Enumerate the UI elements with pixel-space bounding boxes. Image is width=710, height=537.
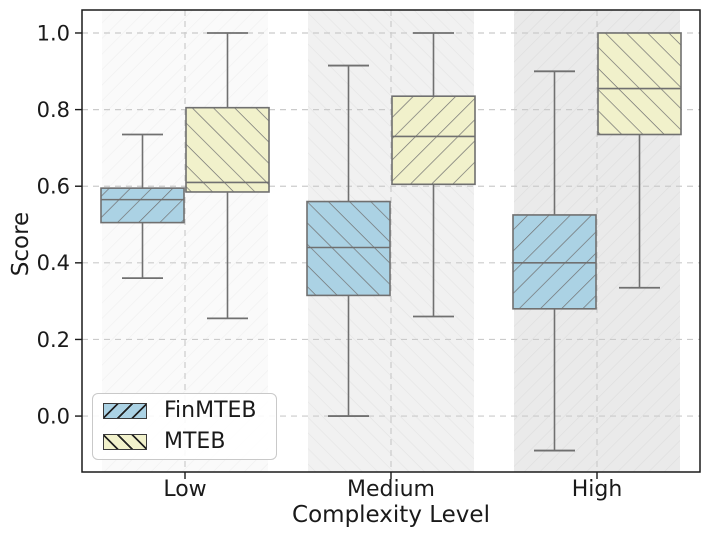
box-finmteb-high [512,70,597,452]
box-mteb-medium [391,32,476,318]
legend-item-mteb: MTEB [103,431,276,453]
finmteb-swatch-icon [103,403,147,419]
series-finmteb [100,64,597,452]
y-tick-label: 1.0 [37,21,70,45]
y-tick-label: 0.4 [37,251,70,275]
iqr-box [597,32,682,136]
x-tick-label-low: Low [163,477,206,502]
legend: FinMTEB MTEB [92,393,277,460]
series-mteb [185,32,682,320]
axes: 0.0 0.2 0.4 0.6 0.8 1.0 Low Medium High [37,9,701,502]
iqr-box [185,106,270,193]
iqr-box [100,187,185,224]
box-finmteb-medium [306,64,391,417]
box-mteb-high [597,32,682,289]
x-tick-label-medium: Medium [347,477,435,502]
iqr-box [391,95,476,186]
box-finmteb-low [100,133,185,280]
legend-label-finmteb: FinMTEB [164,398,257,423]
x-axis-label: Complexity Level [292,502,490,528]
y-axis-label: Score [8,211,34,277]
legend-item-finmteb: FinMTEB [103,400,276,422]
mteb-swatch-icon [103,434,147,450]
iqr-box [306,200,391,297]
box-mteb-low [185,32,270,320]
y-tick-label: 0.6 [37,175,70,199]
legend-label-mteb: MTEB [164,429,226,454]
iqr-box [512,214,597,310]
y-tick-label: 0.8 [37,98,70,122]
x-tick-label-high: High [572,477,623,502]
y-tick-label: 0.2 [37,328,70,352]
y-tick-label: 0.0 [37,404,70,428]
